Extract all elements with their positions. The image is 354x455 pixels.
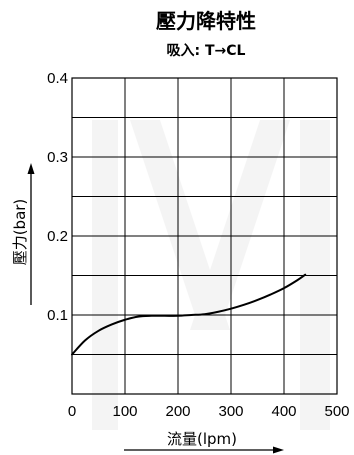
y-tick-label: 0.2 [47,228,68,245]
x-axis-title-group: 流量(lpm) [124,430,284,454]
x-axis-title: 流量(lpm) [167,430,237,448]
chart-subtitle: 吸入: T→CL [167,43,246,59]
background-watermark [92,120,330,430]
y-axis-title-group: 壓力(bar) [11,163,35,305]
x-tick-label: 400 [271,403,296,420]
grid [72,78,337,394]
series-group [71,273,307,356]
y-tick-label: 0.3 [47,149,68,166]
x-tick-label: 0 [68,403,76,420]
x-tick-label: 200 [165,403,190,420]
chart-title: 壓力降特性 [156,9,256,33]
x-tick-label: 300 [218,403,243,420]
x-tick-label: 100 [112,403,137,420]
y-tick-label: 0.4 [47,70,68,87]
x-tick-label: 500 [324,403,349,420]
plot-frame [71,77,338,395]
y-axis-title: 壓力(bar) [11,199,29,266]
series-line-0 [71,273,307,356]
y-tick-labels: 0.1 0.2 0.3 0.4 [47,70,68,324]
x-tick-labels: 0 100 200 300 400 500 [68,403,350,420]
y-tick-label: 0.1 [47,307,68,324]
x-axis-arrow-head [273,446,284,454]
y-axis-arrow-head [27,163,35,174]
